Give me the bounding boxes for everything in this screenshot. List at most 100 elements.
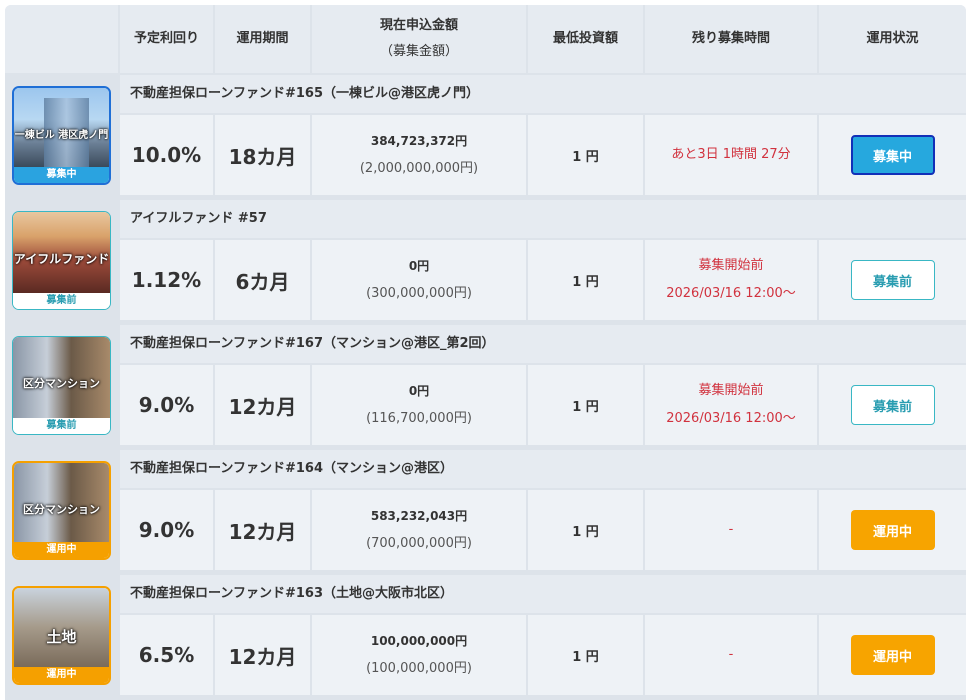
remain-cell: -	[645, 490, 817, 570]
status-button[interactable]: 募集前	[850, 385, 935, 425]
remain-text: あと3日 1時間 27分	[671, 147, 791, 162]
header-remain-label: 残り募集時間	[691, 31, 770, 46]
min-value: 1 円	[572, 149, 599, 165]
thumbnail-badge: 募集中	[14, 167, 109, 183]
header-target-label: （募集金額）	[379, 44, 458, 59]
current-amount: 0円	[408, 384, 430, 398]
status-button[interactable]: 募集中	[850, 135, 935, 175]
period-cell: 12カ月	[215, 365, 310, 445]
header-min-label: 最低投資額	[552, 31, 618, 46]
yield-value: 1.12%	[131, 268, 202, 292]
min-cell: 1 円	[528, 365, 643, 445]
status-cell: 募集前	[819, 240, 966, 320]
amount-cell: 100,000,000円 (100,000,000円)	[312, 615, 526, 695]
target-amount: (2,000,000,000円)	[359, 161, 479, 176]
yield-cell: 9.0%	[120, 490, 213, 570]
period-cell: 18カ月	[215, 115, 310, 195]
min-value: 1 円	[572, 399, 599, 415]
current-amount: 583,232,043円	[370, 509, 468, 523]
fund-thumbnail[interactable]: 区分マンション 募集前	[12, 336, 111, 435]
header-yield-label: 予定利回り	[133, 31, 199, 46]
header-period: 運用期間	[215, 5, 310, 73]
remain-cell: -	[645, 615, 817, 695]
min-cell: 1 円	[528, 115, 643, 195]
target-amount: (300,000,000円)	[366, 286, 472, 301]
min-value: 1 円	[572, 524, 599, 540]
fund-title[interactable]: 不動産担保ローンファンド#163（土地@大阪市北区）	[120, 575, 966, 613]
fund-title[interactable]: 不動産担保ローンファンド#167（マンション@港区_第2回）	[120, 325, 966, 363]
status-cell: 運用中	[819, 490, 966, 570]
period-value: 12カ月	[228, 394, 297, 419]
thumbnail-caption: アイフルファンド	[13, 252, 110, 266]
current-amount: 0円	[408, 259, 430, 273]
fund-thumbnail[interactable]: アイフルファンド 募集前	[12, 211, 111, 310]
thumbnail-caption: 土地	[46, 628, 77, 646]
yield-cell: 6.5%	[120, 615, 213, 695]
current-amount: 100,000,000円	[370, 634, 468, 648]
fund-title[interactable]: 不動産担保ローンファンド#164（マンション@港区）	[120, 450, 966, 488]
status-cell: 運用中	[819, 615, 966, 695]
fund-thumbnail[interactable]: 土地 運用中	[12, 586, 111, 685]
status-button[interactable]: 募集前	[850, 260, 935, 300]
yield-value: 9.0%	[138, 518, 195, 542]
thumbnail-caption: 区分マンション	[23, 503, 100, 516]
header-yield: 予定利回り	[120, 5, 213, 73]
remain-date: 2026/03/16 12:00～	[666, 411, 796, 426]
header-status: 運用状況	[819, 5, 966, 73]
thumbnail-badge: 運用中	[14, 542, 109, 558]
header-period-label: 運用期間	[236, 31, 289, 46]
status-cell: 募集中	[819, 115, 966, 195]
fund-title[interactable]: 不動産担保ローンファンド#165（一棟ビル@港区虎ノ門）	[120, 75, 966, 113]
period-value: 12カ月	[228, 519, 297, 544]
yield-cell: 10.0%	[120, 115, 213, 195]
amount-cell: 0円 (116,700,000円)	[312, 365, 526, 445]
period-cell: 12カ月	[215, 490, 310, 570]
fund-thumbnail[interactable]: 一棟ビル 港区虎ノ門 募集中	[12, 86, 111, 185]
yield-cell: 1.12%	[120, 240, 213, 320]
header-thumb-col	[5, 5, 118, 73]
fund-thumbnail[interactable]: 区分マンション 運用中	[12, 461, 111, 560]
thumbnail-badge: 運用中	[14, 667, 109, 683]
target-amount: (116,700,000円)	[366, 411, 472, 426]
fund-title[interactable]: アイフルファンド #57	[120, 200, 966, 238]
status-button[interactable]: 運用中	[850, 510, 935, 550]
period-value: 6カ月	[235, 269, 290, 294]
thumbnail-caption: 一棟ビル 港区虎ノ門	[14, 130, 109, 141]
target-amount: (700,000,000円)	[366, 536, 472, 551]
amount-cell: 0円 (300,000,000円)	[312, 240, 526, 320]
thumbnail-badge: 募集前	[13, 418, 110, 434]
status-cell: 募集前	[819, 365, 966, 445]
remain-text: -	[728, 522, 734, 537]
fund-row[interactable]: 土地 運用中 不動産担保ローンファンド#163（土地@大阪市北区） 6.5% 1…	[5, 575, 966, 695]
min-value: 1 円	[572, 274, 599, 290]
period-cell: 12カ月	[215, 615, 310, 695]
target-amount: (100,000,000円)	[366, 661, 472, 676]
min-cell: 1 円	[528, 615, 643, 695]
header-remain: 残り募集時間	[645, 5, 817, 73]
fund-row[interactable]: アイフルファンド 募集前 アイフルファンド #57 1.12% 6カ月 0円 (…	[5, 200, 966, 320]
remain-date: 2026/03/16 12:00～	[666, 286, 796, 301]
header-min: 最低投資額	[528, 5, 643, 73]
current-amount: 384,723,372円	[370, 134, 468, 148]
header-current-label: 現在申込金額	[379, 18, 458, 33]
header-status-label: 運用状況	[866, 31, 919, 46]
fund-row[interactable]: 一棟ビル 港区虎ノ門 募集中 不動産担保ローンファンド#165（一棟ビル@港区虎…	[5, 75, 966, 195]
min-cell: 1 円	[528, 490, 643, 570]
thumbnail-caption: 区分マンション	[23, 377, 100, 390]
remain-cell: あと3日 1時間 27分	[645, 115, 817, 195]
min-value: 1 円	[572, 649, 599, 665]
yield-value: 9.0%	[138, 393, 195, 417]
remain-text: 募集開始前	[698, 258, 764, 273]
remain-cell: 募集開始前 2026/03/16 12:00～	[645, 365, 817, 445]
yield-value: 10.0%	[131, 143, 202, 167]
remain-text: 募集開始前	[698, 383, 764, 398]
period-value: 12カ月	[228, 644, 297, 669]
fund-row[interactable]: 区分マンション 募集前 不動産担保ローンファンド#167（マンション@港区_第2…	[5, 325, 966, 445]
fund-row[interactable]: 区分マンション 運用中 不動産担保ローンファンド#164（マンション@港区） 9…	[5, 450, 966, 570]
status-button[interactable]: 運用中	[850, 635, 935, 675]
yield-cell: 9.0%	[120, 365, 213, 445]
remain-cell: 募集開始前 2026/03/16 12:00～	[645, 240, 817, 320]
amount-cell: 384,723,372円 (2,000,000,000円)	[312, 115, 526, 195]
fund-table: 予定利回り 運用期間 現在申込金額 （募集金額） 最低投資額 残り募集時間 運用…	[5, 5, 966, 700]
min-cell: 1 円	[528, 240, 643, 320]
